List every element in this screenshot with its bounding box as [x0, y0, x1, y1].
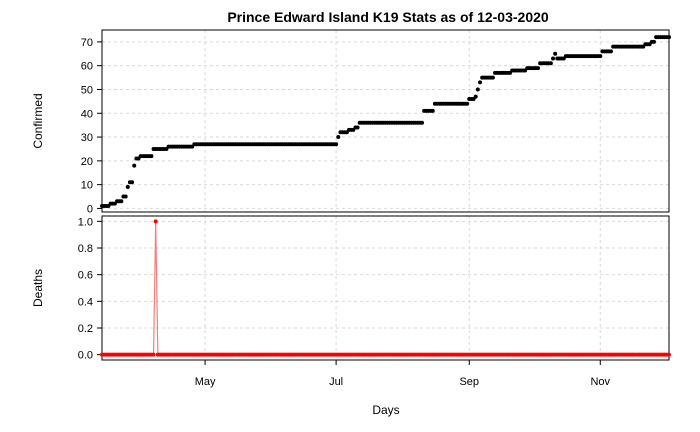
y-axis-label: Confirmed: [31, 93, 45, 148]
y-tick-label: 0: [87, 203, 93, 215]
y-axis-label: Deaths: [31, 269, 45, 307]
confirmed-point: [465, 101, 470, 106]
confirmed-point: [609, 49, 614, 54]
confirmed-point: [667, 35, 671, 40]
chart-title: Prince Edward Island K19 Stats as of 12-…: [227, 9, 549, 25]
confirmed-point: [355, 125, 360, 130]
plot-frame: [101, 215, 670, 361]
deaths-point: [151, 352, 156, 357]
y-tick-label: 40: [81, 108, 93, 120]
confirmed-point: [475, 87, 480, 92]
plot-frame: [101, 29, 670, 213]
x-tick-label: Jul: [329, 376, 343, 388]
y-tick-label: 70: [81, 37, 93, 49]
deaths-point: [667, 352, 671, 357]
deaths-point: [153, 219, 158, 224]
y-tick-label: 30: [81, 132, 93, 144]
x-tick-label: May: [195, 376, 216, 388]
y-tick-label: 20: [81, 156, 93, 168]
confirmed-point: [420, 120, 425, 125]
confirmed-point: [548, 61, 553, 66]
confirmed-point: [132, 163, 137, 168]
confirmed-point: [130, 180, 135, 185]
x-axis-label: Days: [372, 403, 399, 417]
y-tick-label: 0.4: [78, 296, 93, 308]
y-tick-label: 60: [81, 61, 93, 73]
y-tick-label: 0.6: [78, 270, 93, 282]
confirmed-point: [119, 199, 124, 204]
confirmed-point: [551, 56, 556, 61]
x-axis: May Jul Sep Nov: [195, 360, 611, 388]
y-tick-label: 1.0: [78, 216, 93, 228]
x-tick-label: Nov: [590, 376, 610, 388]
confirmed-point: [125, 185, 130, 190]
confirmed-point: [651, 39, 656, 44]
confirmed-point: [535, 66, 540, 71]
y-tick-label: 50: [81, 84, 93, 96]
y-tick-label: 10: [81, 180, 93, 192]
confirmed-point: [478, 80, 482, 85]
x-tick-label: Sep: [459, 376, 479, 388]
confirmed-point: [473, 94, 478, 99]
y-tick-label: 0.2: [78, 323, 93, 335]
confirmed-point: [553, 51, 558, 56]
deaths-panel: 0.0 0.2 0.4 0.6 0.8 1.0 Deaths: [31, 215, 671, 362]
confirmed-point: [598, 54, 603, 59]
confirmed-panel: 0 10 20 30 40 50 60 70 Confirmed: [31, 29, 671, 215]
y-tick-label: 0.8: [78, 243, 93, 255]
confirmed-point: [336, 135, 341, 140]
confirmed-point: [490, 75, 495, 80]
deaths-line: [102, 221, 669, 356]
confirmed-point: [334, 142, 339, 147]
y-tick-label: 0.0: [78, 350, 93, 362]
confirmed-point: [123, 194, 128, 199]
confirmed-point: [149, 154, 154, 159]
confirmed-point: [430, 108, 435, 113]
